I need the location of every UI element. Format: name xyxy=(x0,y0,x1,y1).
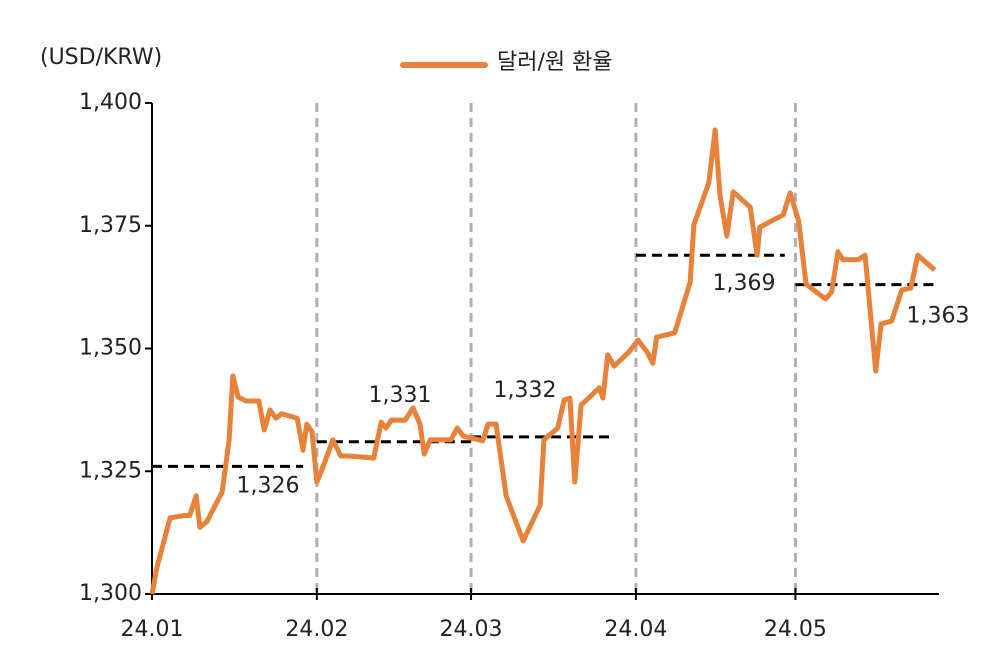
y-tick-label: 1,375 xyxy=(79,213,142,238)
average-label: 1,326 xyxy=(237,473,300,498)
average-label: 1,331 xyxy=(369,383,432,408)
y-tick-label: 1,325 xyxy=(79,458,142,483)
x-tick-label: 24.04 xyxy=(604,617,667,642)
data-line xyxy=(149,127,937,595)
y-tick-label: 1,400 xyxy=(79,90,142,115)
y-tick-label: 1,300 xyxy=(79,581,142,606)
legend-label: 달러/원 환율 xyxy=(497,50,613,75)
x-tick-label: 24.03 xyxy=(440,617,503,642)
average-label: 1,369 xyxy=(713,271,776,296)
x-tick-label: 24.02 xyxy=(285,617,348,642)
average-label: 1,363 xyxy=(907,304,970,329)
y-axis-label: (USD/KRW) xyxy=(40,45,162,70)
x-tick-label: 24.05 xyxy=(764,617,827,642)
x-tick-label: 24.01 xyxy=(121,617,184,642)
y-tick-label: 1,350 xyxy=(79,336,142,361)
average-label: 1,332 xyxy=(494,378,557,403)
